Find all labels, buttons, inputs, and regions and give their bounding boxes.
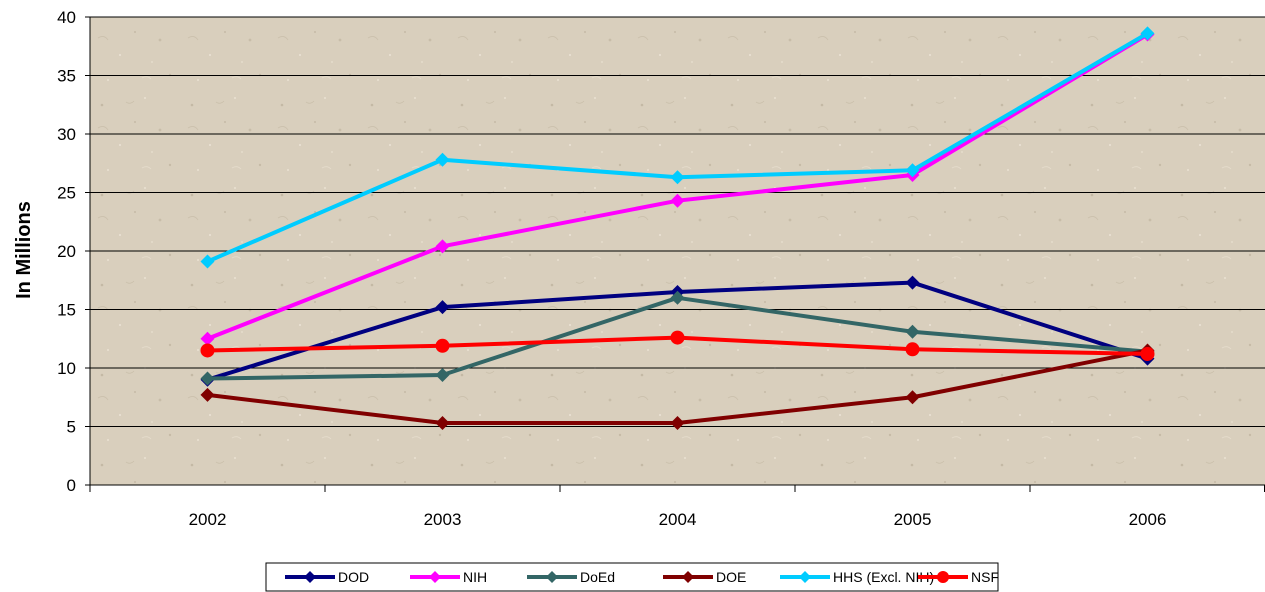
data-point (905, 275, 920, 290)
data-point (200, 371, 215, 386)
data-point (435, 152, 450, 167)
data-point (670, 330, 685, 345)
legend-swatch-marker (429, 571, 441, 583)
y-tick-label: 0 (67, 476, 76, 495)
y-axis-ticks: 0 5 10 15 20 25 30 35 40 (57, 8, 90, 495)
data-point (435, 239, 450, 254)
data-point (670, 193, 685, 208)
legend-box (265, 562, 999, 592)
legend-label: HHS (Excl. NIH) (833, 569, 934, 585)
data-point (435, 300, 450, 315)
data-point (435, 338, 450, 353)
y-tick-label: 10 (57, 359, 76, 378)
legend-swatch-marker (546, 571, 558, 583)
legend-label: NIH (463, 569, 487, 585)
legend-label: DOE (716, 569, 746, 585)
y-tick-label: 30 (57, 125, 76, 144)
legend-label: DOD (338, 569, 369, 585)
legend-item: NIH (410, 569, 487, 585)
data-point (1140, 346, 1155, 361)
data-point (905, 390, 920, 405)
series-nsf (200, 330, 1155, 361)
data-point (200, 331, 215, 346)
data-point (670, 170, 685, 185)
y-tick-label: 20 (57, 242, 76, 261)
data-point (1140, 26, 1155, 41)
legend-item: HHS (Excl. NIH) (780, 569, 934, 585)
data-point (200, 343, 215, 358)
y-axis-label: In Millions (13, 201, 35, 299)
data-point (200, 387, 215, 402)
x-tick-label: 2003 (424, 510, 462, 529)
y-tick-label: 5 (67, 418, 76, 437)
legend-swatch-marker (304, 571, 316, 583)
data-point (670, 290, 685, 305)
x-tick-label: 2006 (1129, 510, 1167, 529)
y-tick-label: 25 (57, 184, 76, 203)
series-group (200, 26, 1155, 430)
legend-item: DOD (285, 569, 369, 585)
legend-label: DoEd (580, 569, 615, 585)
data-point (905, 163, 920, 178)
data-point (905, 342, 920, 357)
legend-swatch-marker (682, 571, 694, 583)
legend-item: DoEd (527, 569, 615, 585)
y-tick-label: 15 (57, 301, 76, 320)
legend-swatch-marker (799, 571, 811, 583)
x-tick-label: 2005 (894, 510, 932, 529)
data-point (435, 368, 450, 383)
legend-item: NSF (918, 569, 999, 585)
data-point (200, 254, 215, 269)
x-tick-label: 2002 (189, 510, 227, 529)
legend-label: NSF (971, 569, 999, 585)
series-hhs-excl-nih (200, 26, 1155, 269)
x-axis-ticks: 2002 2003 2004 2005 2006 (89, 485, 1265, 529)
data-point (670, 415, 685, 430)
legend: DOD NIH DoEd DOE HHS (Excl. NIH) NSF (265, 562, 999, 592)
data-point (435, 415, 450, 430)
y-tick-label: 40 (57, 8, 76, 27)
x-tick-label: 2004 (659, 510, 697, 529)
legend-item: DOE (663, 569, 746, 585)
data-point (905, 324, 920, 339)
y-tick-label: 35 (57, 67, 76, 86)
legend-swatch-marker (937, 571, 949, 583)
